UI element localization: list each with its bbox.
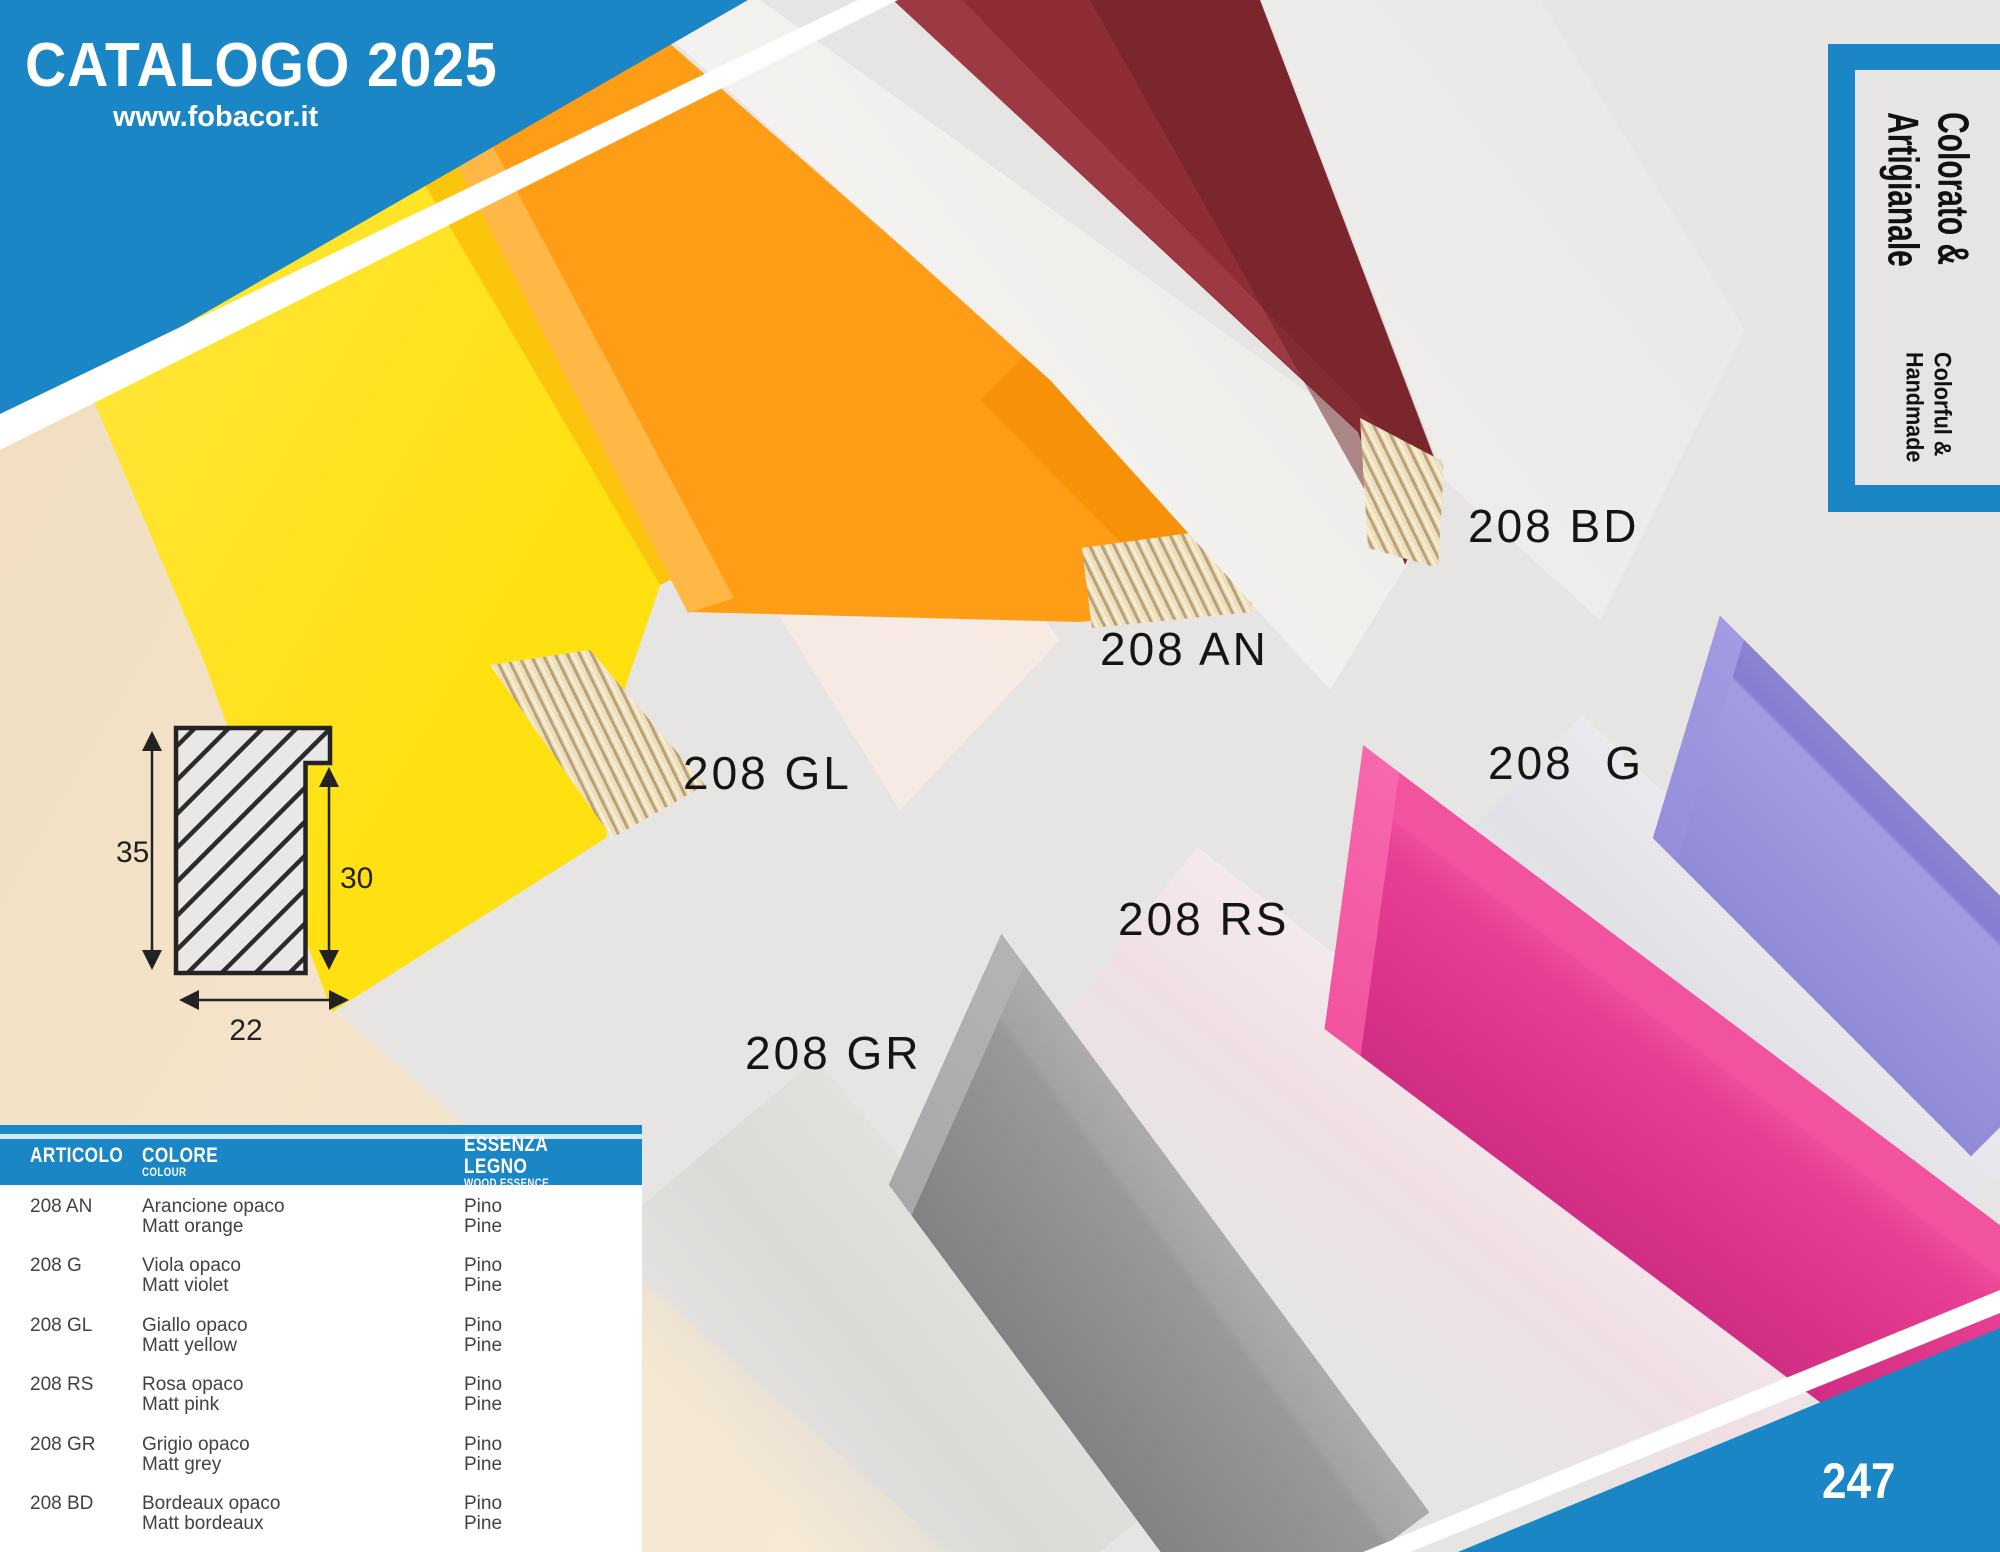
profile-shape bbox=[173, 725, 333, 976]
cell-wood: Pino Pine bbox=[464, 1433, 503, 1475]
table-row: 208 BD Bordeaux opaco Matt bordeaux Pino… bbox=[0, 1492, 642, 1534]
cell-color: Viola opaco Matt violet bbox=[142, 1255, 241, 1297]
profile-rebate-label: 30 bbox=[340, 862, 373, 895]
label-208-gr: 208 GR bbox=[745, 1027, 922, 1079]
cell-wood: Pino Pine bbox=[464, 1196, 503, 1237]
table-row: 208 G Viola opaco Matt violet Pino Pine bbox=[0, 1256, 642, 1296]
label-208-bd: 208 BD bbox=[1468, 500, 1640, 552]
column-subheader-colour: COLOUR bbox=[142, 1166, 187, 1179]
label-208-rs: 208 RS bbox=[1118, 893, 1290, 945]
cell-color: Bordeaux opaco Matt bordeaux bbox=[142, 1492, 281, 1534]
label-208-an: 208 AN bbox=[1100, 623, 1269, 675]
cell-color: Giallo opaco Matt yellow bbox=[142, 1314, 248, 1356]
column-header-essenza-legno: ESSENZA LEGNO bbox=[464, 1132, 548, 1178]
cell-color: Arancione opaco Matt orange bbox=[142, 1196, 285, 1237]
table-header: ARTICOLO COLORE COLOUR ESSENZA LEGNO WOO… bbox=[0, 1133, 642, 1190]
table-divider-line bbox=[0, 1134, 642, 1139]
cell-article: 208 AN bbox=[30, 1196, 93, 1217]
collection-badge-panel: Colorato & Artigianale Colorful & Handma… bbox=[1855, 70, 2000, 485]
cell-wood: Pino Pine bbox=[464, 1374, 503, 1416]
cell-color: Rosa opaco Matt pink bbox=[142, 1374, 244, 1416]
collection-subtitle: Colorful & Handmade bbox=[1900, 352, 1956, 463]
cell-article: 208 RS bbox=[30, 1374, 94, 1396]
profile-height-label: 35 bbox=[116, 836, 149, 869]
column-header-colore: COLORE bbox=[142, 1143, 219, 1167]
cell-wood: Pino Pine bbox=[464, 1492, 503, 1534]
table-body: 208 AN Arancione opaco Matt orange Pino … bbox=[0, 1185, 642, 1552]
cell-article: 208 GL bbox=[30, 1314, 93, 1336]
label-208-g: 208 G bbox=[1488, 737, 1645, 789]
label-208-gl: 208 GL bbox=[683, 747, 852, 799]
column-subheader-articolo bbox=[30, 1167, 125, 1180]
table-row: 208 AN Arancione opaco Matt orange Pino … bbox=[0, 1197, 642, 1237]
profile-drawing: 35 30 22 bbox=[116, 725, 373, 1047]
table-row: 208 GL Giallo opaco Matt yellow Pino Pin… bbox=[0, 1314, 642, 1356]
collection-title: Colorato & Artigianale bbox=[1878, 112, 1978, 267]
cell-article: 208 GR bbox=[30, 1433, 96, 1455]
cell-article: 208 BD bbox=[30, 1492, 94, 1514]
table-top-strip bbox=[0, 1125, 642, 1134]
column-header-articolo: ARTICOLO bbox=[30, 1143, 124, 1167]
article-table: ARTICOLO COLORE COLOUR ESSENZA LEGNO WOO… bbox=[0, 1125, 642, 1552]
cell-wood: Pino Pine bbox=[464, 1314, 503, 1356]
table-row: 208 GR Grigio opaco Matt grey Pino Pine bbox=[0, 1433, 642, 1475]
cell-article: 208 G bbox=[30, 1255, 82, 1277]
page-number: 247 bbox=[1822, 1453, 1896, 1509]
profile-width-label: 22 bbox=[229, 1014, 262, 1047]
cell-wood: Pino Pine bbox=[464, 1255, 503, 1297]
website-url: www.fobacor.it bbox=[113, 101, 319, 133]
catalog-title: CATALOGO 2025 bbox=[25, 31, 498, 100]
collection-badge: Colorato & Artigianale Colorful & Handma… bbox=[1828, 44, 2000, 512]
table-row: 208 RS Rosa opaco Matt pink Pino Pine bbox=[0, 1375, 642, 1415]
cell-color: Grigio opaco Matt grey bbox=[142, 1433, 250, 1475]
